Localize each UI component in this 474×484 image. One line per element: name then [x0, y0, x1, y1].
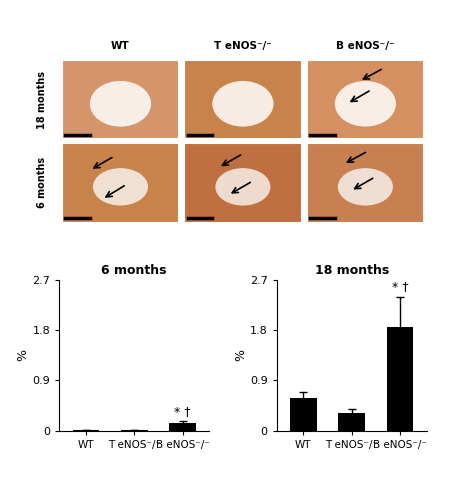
Text: * †: * † — [174, 405, 191, 418]
Ellipse shape — [335, 81, 396, 127]
FancyBboxPatch shape — [184, 60, 301, 139]
FancyBboxPatch shape — [184, 143, 301, 223]
Y-axis label: %: % — [17, 349, 29, 361]
FancyBboxPatch shape — [62, 143, 179, 223]
Bar — [73, 430, 99, 431]
Ellipse shape — [215, 168, 271, 206]
Bar — [338, 413, 365, 431]
Text: 6 months: 6 months — [37, 157, 47, 208]
Bar — [290, 398, 317, 431]
FancyBboxPatch shape — [307, 60, 424, 139]
Text: B eNOS⁻/⁻: B eNOS⁻/⁻ — [336, 42, 395, 51]
Title: 18 months: 18 months — [315, 264, 389, 277]
Text: * †: * † — [392, 280, 408, 293]
FancyBboxPatch shape — [307, 143, 424, 223]
Y-axis label: %: % — [234, 349, 247, 361]
Ellipse shape — [338, 168, 393, 206]
FancyBboxPatch shape — [62, 60, 179, 139]
Ellipse shape — [90, 81, 151, 127]
Bar — [121, 430, 147, 431]
Bar — [387, 327, 413, 431]
Bar — [169, 424, 196, 431]
Ellipse shape — [212, 81, 273, 127]
Text: 18 months: 18 months — [37, 71, 47, 129]
Title: 6 months: 6 months — [101, 264, 167, 277]
Ellipse shape — [93, 168, 148, 206]
Text: T eNOS⁻/⁻: T eNOS⁻/⁻ — [214, 42, 272, 51]
Text: WT: WT — [111, 42, 130, 51]
